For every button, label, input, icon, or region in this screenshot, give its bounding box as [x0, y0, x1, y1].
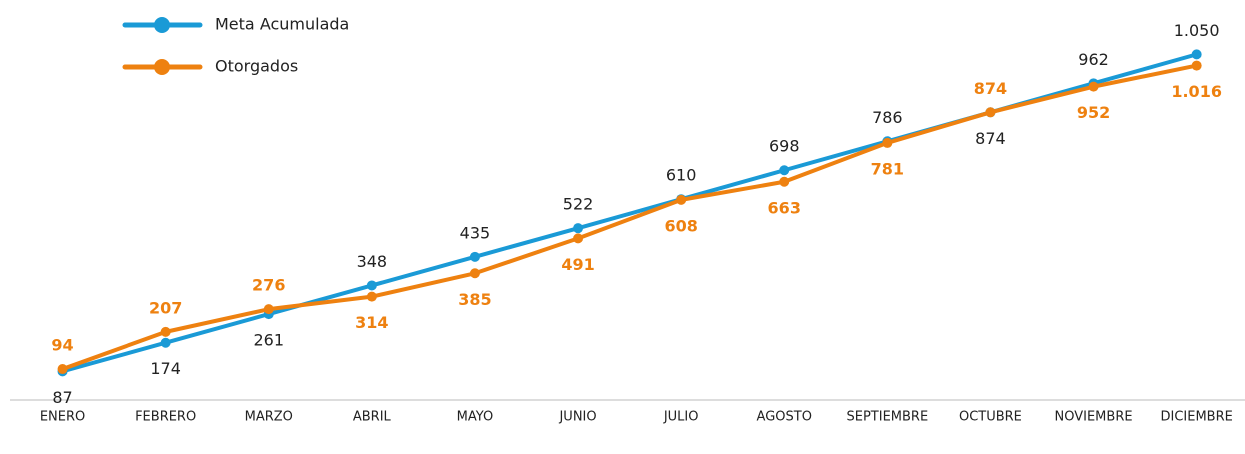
data-label: 276 [252, 276, 285, 295]
point [160, 337, 171, 348]
x-tick-label: ABRIL [353, 410, 392, 425]
data-label: 874 [974, 79, 1007, 98]
point [160, 326, 171, 337]
x-tick-label: AGOSTO [757, 410, 812, 425]
x-tick-label: DICIEMBRE [1160, 410, 1232, 425]
data-label: 94 [51, 336, 73, 355]
data-label: 786 [872, 108, 903, 127]
point [469, 268, 480, 279]
point [779, 165, 790, 176]
x-tick-label: MARZO [245, 410, 293, 425]
point [573, 223, 584, 234]
data-label: 952 [1077, 103, 1110, 122]
point [1191, 60, 1202, 71]
legend-marker [154, 17, 170, 33]
data-label: 385 [458, 290, 491, 309]
data-label: 261 [253, 331, 284, 350]
legend-marker [154, 59, 170, 75]
legend-label: Meta Acumulada [215, 15, 349, 34]
point [366, 291, 377, 302]
data-label: 962 [1078, 50, 1109, 69]
x-tick-label: JULIO [663, 410, 699, 425]
point [1191, 49, 1202, 60]
data-label: 781 [871, 159, 904, 178]
point [676, 194, 687, 205]
x-tick-label: JUNIO [558, 410, 596, 425]
point [366, 280, 377, 291]
point [985, 107, 996, 118]
data-label: 522 [563, 195, 594, 214]
data-label: 174 [150, 359, 181, 378]
point [57, 364, 68, 375]
data-label: 435 [460, 223, 491, 242]
x-tick-label: NOVIEMBRE [1055, 410, 1133, 425]
data-label: 663 [768, 198, 801, 217]
legend-label: Otorgados [215, 57, 298, 76]
data-label: 698 [769, 137, 800, 156]
x-tick-label: OCTUBRE [959, 410, 1022, 425]
x-tick-label: MAYO [457, 410, 494, 425]
point [573, 233, 584, 244]
x-tick-label: SEPTIEMBRE [847, 410, 929, 425]
data-label: 1.050 [1174, 21, 1220, 40]
series-line [61, 63, 1198, 371]
data-label: 1.016 [1171, 82, 1222, 101]
x-tick-label: FEBRERO [135, 410, 196, 425]
point [263, 304, 274, 315]
point [1088, 81, 1099, 92]
data-label: 491 [561, 255, 594, 274]
x-tick-label: ENERO [40, 410, 85, 425]
data-label: 610 [666, 166, 697, 185]
data-label: 314 [355, 313, 388, 332]
data-label: 348 [357, 252, 388, 271]
data-label: 207 [149, 298, 182, 317]
data-label: 608 [664, 216, 697, 235]
point [469, 251, 480, 262]
data-label: 87 [52, 388, 72, 407]
point [779, 176, 790, 187]
point [882, 137, 893, 148]
data-label: 874 [975, 129, 1006, 148]
